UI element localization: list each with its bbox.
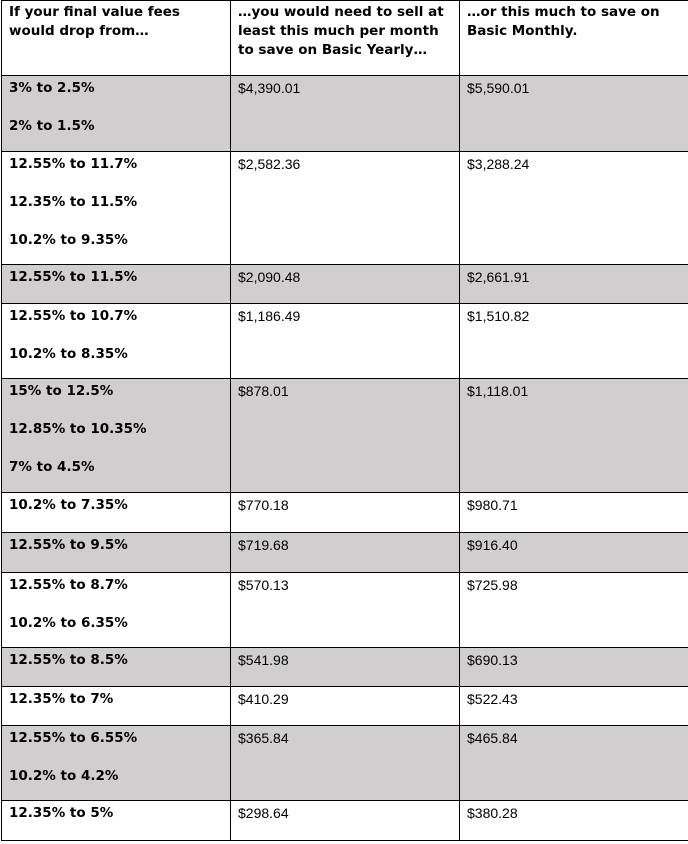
fee-drop-cell: 12.55% to 11.5%: [1, 264, 231, 304]
yearly-threshold-cell: $878.01: [230, 378, 460, 493]
monthly-threshold-cell: $2,661.91: [459, 264, 688, 304]
fee-range: 10.2% to 4.2%: [9, 768, 119, 784]
fee-range: 12.35% to 7%: [9, 691, 114, 707]
fee-range: 12.55% to 6.55%: [9, 730, 138, 746]
yearly-threshold-cell: $1,186.49: [230, 303, 460, 379]
fee-range: 12.55% to 8.5%: [9, 652, 128, 668]
fee-range: 10.2% to 8.35%: [9, 346, 128, 362]
table-row: 12.55% to 6.55% 10.2% to 4.2% $365.84 $4…: [1, 725, 688, 801]
fee-range: 10.2% to 6.35%: [9, 615, 128, 631]
fee-range: 12.55% to 9.5%: [9, 537, 128, 553]
monthly-threshold-cell: $465.84: [459, 725, 688, 801]
fee-range: 10.2% to 9.35%: [9, 232, 128, 248]
fee-range: 12.55% to 10.7%: [9, 308, 138, 324]
fee-range: 12.35% to 5%: [9, 805, 114, 821]
fee-range: 10.2% to 7.35%: [9, 497, 128, 513]
yearly-threshold-cell: $570.13: [230, 572, 460, 648]
header-fee-drop: If your final value fees would drop from…: [1, 0, 231, 76]
monthly-threshold-cell: $725.98: [459, 572, 688, 648]
fee-drop-cell: 12.55% to 9.5%: [1, 532, 231, 573]
yearly-threshold-cell: $2,582.36: [230, 151, 460, 265]
fee-drop-cell: 12.55% to 11.7% 12.35% to 11.5% 10.2% to…: [1, 151, 231, 265]
fee-drop-cell: 15% to 12.5% 12.85% to 10.35% 7% to 4.5%: [1, 378, 231, 493]
monthly-threshold-cell: $3,288.24: [459, 151, 688, 265]
table-row: 12.55% to 8.5% $541.98 $690.13: [1, 647, 688, 687]
table-row: 12.55% to 11.7% 12.35% to 11.5% 10.2% to…: [1, 151, 688, 265]
yearly-threshold-cell: $298.64: [230, 800, 460, 841]
yearly-threshold-cell: $2,090.48: [230, 264, 460, 304]
table-row: 12.35% to 7% $410.29 $522.43: [1, 686, 688, 726]
fee-range: 12.85% to 10.35%: [9, 421, 147, 437]
monthly-threshold-cell: $690.13: [459, 647, 688, 687]
table-row: 12.55% to 10.7% 10.2% to 8.35% $1,186.49…: [1, 303, 688, 379]
monthly-threshold-cell: $1,118.01: [459, 378, 688, 493]
fee-range: 3% to 2.5%: [9, 80, 95, 96]
fee-drop-cell: 3% to 2.5% 2% to 1.5%: [1, 75, 231, 152]
monthly-threshold-cell: $522.43: [459, 686, 688, 726]
header-row: If your final value fees would drop from…: [1, 0, 688, 76]
fee-range: 2% to 1.5%: [9, 118, 95, 134]
header-basic-yearly: …you would need to sell at least this mu…: [230, 0, 460, 76]
fee-range: 15% to 12.5%: [9, 383, 114, 399]
fee-drop-cell: 12.55% to 8.7% 10.2% to 6.35%: [1, 572, 231, 648]
fee-drop-cell: 12.55% to 6.55% 10.2% to 4.2%: [1, 725, 231, 801]
yearly-threshold-cell: $719.68: [230, 532, 460, 573]
table-row: 12.55% to 8.7% 10.2% to 6.35% $570.13 $7…: [1, 572, 688, 648]
yearly-threshold-cell: $770.18: [230, 492, 460, 533]
yearly-threshold-cell: $410.29: [230, 686, 460, 726]
monthly-threshold-cell: $1,510.82: [459, 303, 688, 379]
table-row: 12.55% to 11.5% $2,090.48 $2,661.91: [1, 264, 688, 304]
fee-drop-cell: 12.55% to 10.7% 10.2% to 8.35%: [1, 303, 231, 379]
table-row: 3% to 2.5% 2% to 1.5% $4,390.01 $5,590.0…: [1, 75, 688, 152]
fee-range: 12.55% to 11.5%: [9, 269, 138, 285]
yearly-threshold-cell: $4,390.01: [230, 75, 460, 152]
yearly-threshold-cell: $365.84: [230, 725, 460, 801]
table-row: 15% to 12.5% 12.85% to 10.35% 7% to 4.5%…: [1, 378, 688, 493]
fee-range: 12.55% to 8.7%: [9, 577, 128, 593]
table-row: 12.35% to 5% $298.64 $380.28: [1, 800, 688, 841]
fee-drop-cell: 12.35% to 7%: [1, 686, 231, 726]
fee-drop-cell: 10.2% to 7.35%: [1, 492, 231, 533]
fee-range: 12.55% to 11.7%: [9, 156, 138, 172]
fee-drop-cell: 12.35% to 5%: [1, 800, 231, 841]
table-row: 10.2% to 7.35% $770.18 $980.71: [1, 492, 688, 533]
monthly-threshold-cell: $5,590.01: [459, 75, 688, 152]
fee-range: 7% to 4.5%: [9, 459, 95, 475]
table-row: 12.55% to 9.5% $719.68 $916.40: [1, 532, 688, 573]
fee-drop-cell: 12.55% to 8.5%: [1, 647, 231, 687]
monthly-threshold-cell: $380.28: [459, 800, 688, 841]
yearly-threshold-cell: $541.98: [230, 647, 460, 687]
fee-range: 12.35% to 11.5%: [9, 194, 138, 210]
monthly-threshold-cell: $980.71: [459, 492, 688, 533]
header-basic-monthly: …or this much to save on Basic Monthly.: [459, 0, 688, 76]
monthly-threshold-cell: $916.40: [459, 532, 688, 573]
